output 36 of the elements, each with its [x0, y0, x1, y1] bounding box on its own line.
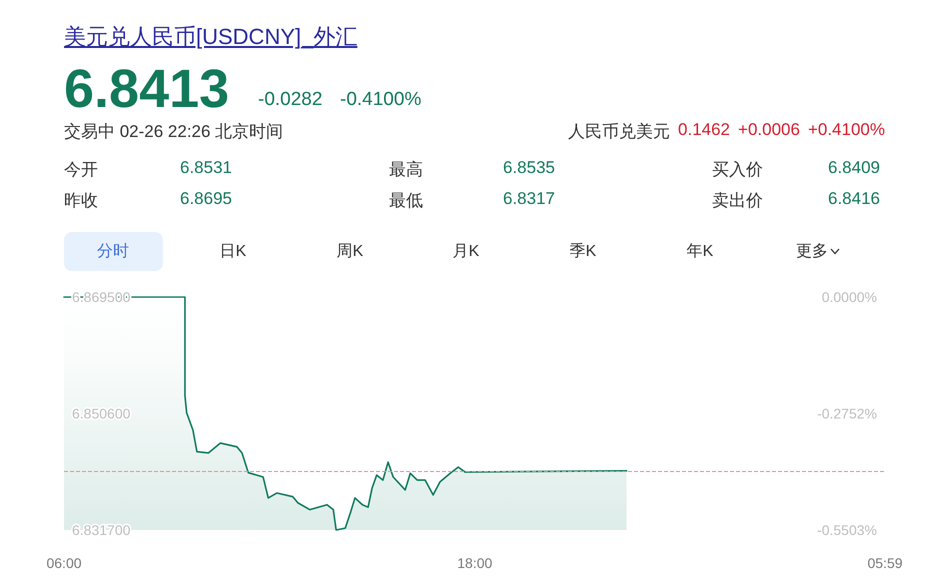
text: 卖出价	[712, 191, 763, 210]
text: -0.4100%	[340, 89, 422, 110]
text: 分时	[97, 243, 129, 260]
x-tick-label: 05:59	[867, 555, 903, 571]
text: 0.1462	[678, 120, 730, 139]
text: 最低	[389, 191, 423, 210]
text: 今开	[64, 160, 98, 179]
text: 最高	[389, 160, 423, 179]
text: 年K	[686, 243, 714, 260]
text: +0.4100%	[808, 120, 885, 139]
text: 人民币兑美元	[568, 122, 670, 141]
y2-tick-label: -0.5503%	[817, 522, 877, 538]
text: 6.8531	[180, 158, 232, 177]
text: 6.8413	[64, 59, 230, 119]
text: 6.8535	[503, 158, 555, 177]
y-tick-label: 6.850600	[72, 406, 131, 422]
text: -0.0282	[258, 89, 322, 110]
text: 日K	[220, 243, 246, 260]
text: +0.0006	[738, 120, 800, 139]
y2-tick-label: -0.2752%	[817, 406, 877, 422]
text: 月K	[452, 243, 480, 260]
x-tick-label: 06:00	[46, 555, 82, 571]
text: 6.8409	[828, 158, 880, 177]
y2-tick-label: 0.0000%	[822, 289, 877, 305]
y-tick-label: 6.831700	[72, 522, 131, 538]
chart-title: 美元兑人民币[USDCNY]_外汇	[64, 24, 358, 49]
text: 买入价	[712, 160, 763, 179]
text: 6.8317	[503, 189, 555, 208]
text: 交易中 02-26 22:26 北京时间	[64, 122, 284, 141]
text: 6.8695	[180, 189, 232, 208]
text: 季K	[570, 243, 596, 260]
text: 周K	[336, 243, 364, 260]
text: 更多	[796, 243, 828, 260]
text: 昨收	[64, 191, 98, 210]
x-tick-label: 18:00	[457, 555, 493, 571]
text: 6.8416	[828, 189, 880, 208]
